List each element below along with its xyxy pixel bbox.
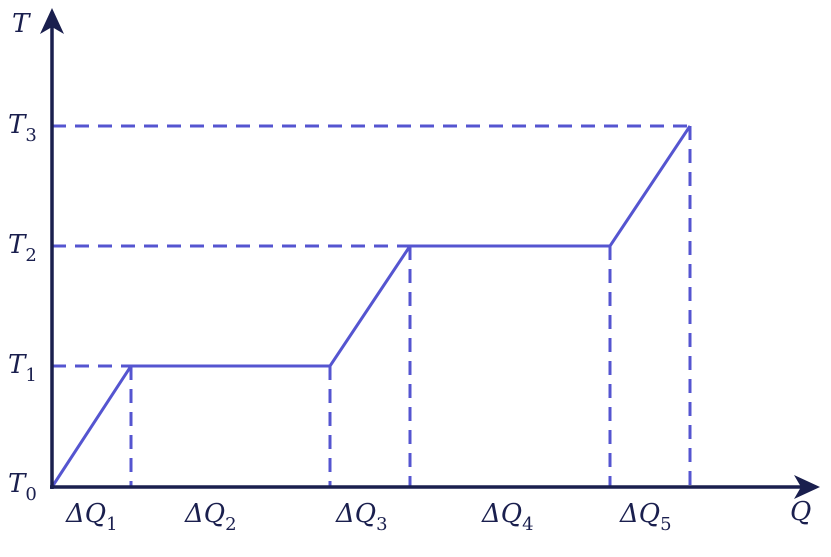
x-axis-label: Q xyxy=(790,497,811,527)
label-main: T xyxy=(8,110,27,140)
heat-label: ΔQ5 xyxy=(619,499,672,535)
label-main: T xyxy=(8,350,27,380)
label-subscript: 0 xyxy=(25,484,36,505)
heat-label: ΔQ4 xyxy=(481,499,534,535)
label-main: ΔQ xyxy=(65,499,106,529)
heat-label: ΔQ2 xyxy=(184,499,237,535)
temperature-label: T3 xyxy=(8,110,37,146)
temperature-label: T2 xyxy=(8,230,37,266)
heat-label: ΔQ1 xyxy=(65,499,118,535)
heat-labels: ΔQ1 ΔQ2 ΔQ3 ΔQ4 ΔQ5 xyxy=(65,499,672,535)
label-subscript: 3 xyxy=(25,125,36,146)
label-subscript: 3 xyxy=(376,514,387,535)
label-main: ΔQ xyxy=(481,499,522,529)
y-axis-label: T xyxy=(12,9,31,39)
label-subscript: 1 xyxy=(25,365,36,386)
label-main: ΔQ xyxy=(619,499,660,529)
label-main: ΔQ xyxy=(184,499,225,529)
temperature-label: T1 xyxy=(8,350,37,386)
label-main: T xyxy=(8,230,27,260)
x-arrow xyxy=(794,475,820,499)
label-subscript: 2 xyxy=(225,514,236,535)
temperature-label: T0 xyxy=(8,469,37,505)
axes xyxy=(40,8,820,499)
label-subscript: 2 xyxy=(25,245,36,266)
label-subscript: 1 xyxy=(106,514,117,535)
label-main: T xyxy=(8,469,27,499)
label-subscript: 4 xyxy=(522,514,533,535)
guides xyxy=(52,124,692,487)
label-main: ΔQ xyxy=(335,499,376,529)
label-subscript: 5 xyxy=(660,514,671,535)
heat-label: ΔQ3 xyxy=(335,499,388,535)
y-arrow xyxy=(40,8,64,34)
heating-curve xyxy=(50,125,692,488)
